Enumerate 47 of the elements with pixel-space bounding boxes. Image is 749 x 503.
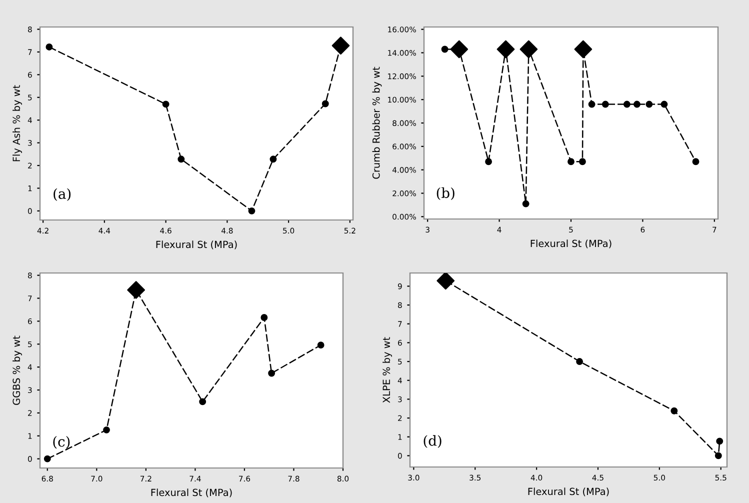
point [670, 407, 678, 414]
x-axis-title: Flexural St (MPa) [530, 240, 612, 248]
point [199, 398, 206, 406]
point [716, 438, 724, 445]
point [260, 314, 268, 321]
point [568, 158, 574, 166]
y-axis-title: XLPE % by wt [382, 337, 392, 403]
x-axis-title: Flexural St (MPa) [156, 240, 237, 250]
point [574, 40, 592, 58]
point [162, 100, 170, 108]
point [646, 100, 653, 108]
point [268, 370, 276, 377]
y-axis-title: Fly Ash % by wt [12, 85, 22, 162]
point [248, 207, 256, 214]
point [127, 281, 145, 299]
point [450, 40, 468, 58]
point [317, 342, 324, 349]
point [602, 100, 609, 108]
point [178, 156, 185, 163]
point [579, 158, 586, 166]
point [485, 158, 492, 166]
y-axis-title: GGBS % by wt [12, 336, 22, 405]
point [660, 100, 668, 108]
point [623, 100, 630, 108]
point [441, 46, 448, 53]
point [496, 40, 515, 58]
point [634, 100, 640, 108]
point [322, 100, 329, 108]
point [436, 273, 455, 290]
point [44, 455, 51, 462]
point [692, 158, 700, 166]
annotation: (a) [54, 188, 71, 201]
annotation: (b) [436, 187, 454, 200]
point [522, 200, 530, 208]
point [576, 358, 584, 365]
point [103, 426, 110, 434]
point [520, 40, 538, 58]
y-axis-title: Crumb Rubber % by wt [372, 66, 382, 179]
annotation: (c) [53, 436, 70, 449]
point [332, 36, 350, 55]
annotation: (d) [424, 435, 442, 448]
x-axis-title: Flexural St (MPa) [151, 488, 232, 498]
point [588, 100, 596, 108]
point [270, 156, 277, 163]
point [714, 452, 722, 460]
point [46, 44, 53, 50]
x-axis-title: Flexural St (MPa) [528, 488, 609, 496]
